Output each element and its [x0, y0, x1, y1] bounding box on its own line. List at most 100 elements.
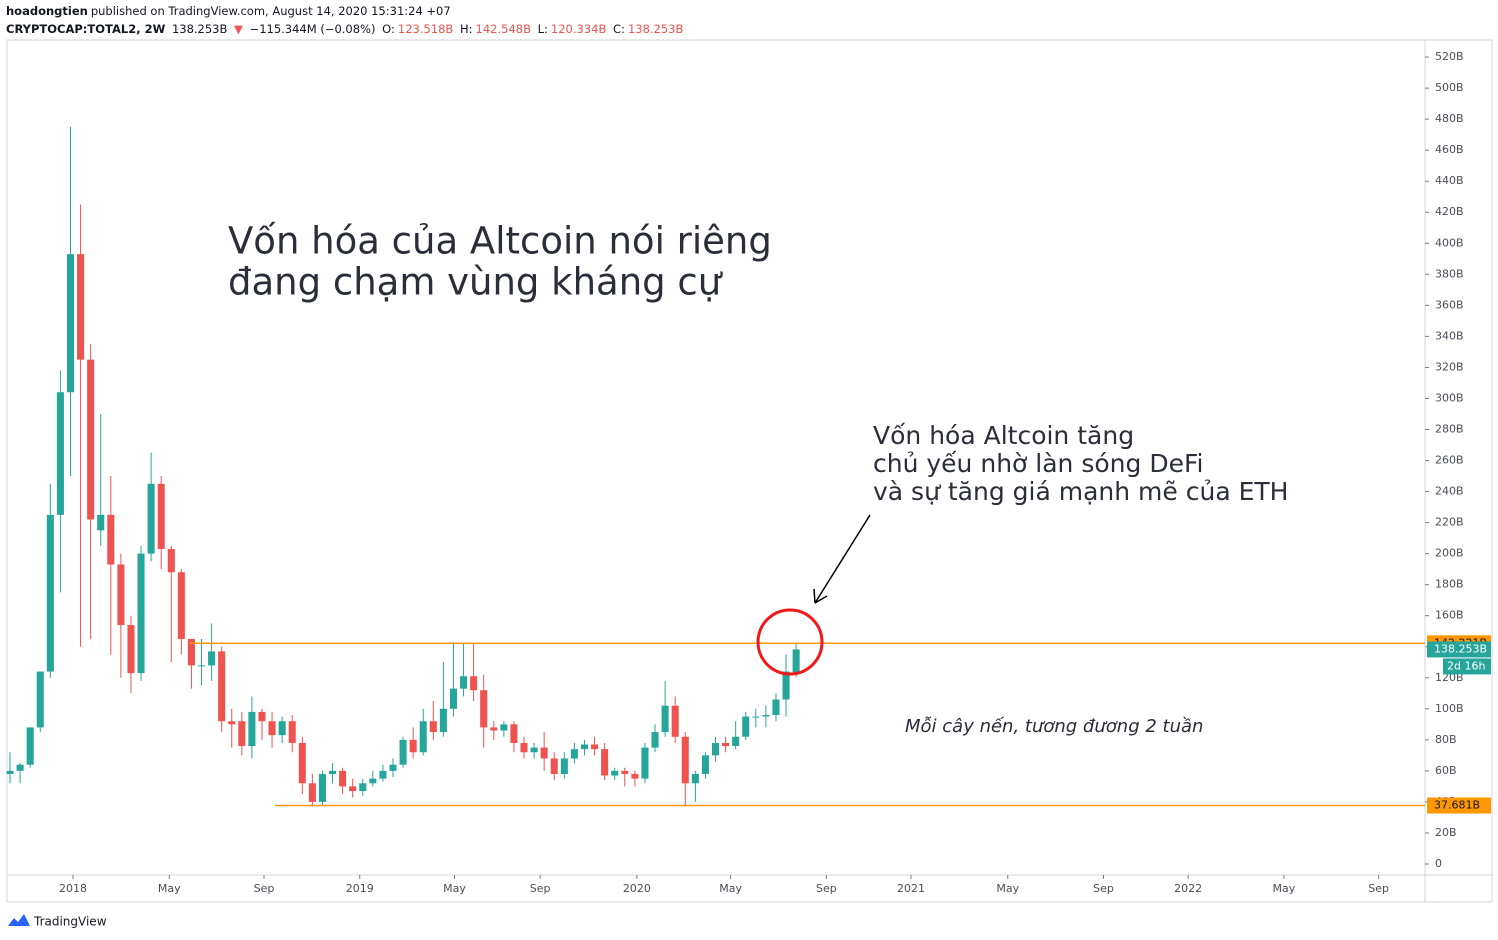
candle-body [550, 758, 558, 774]
candle-body [409, 739, 417, 753]
candle-body [339, 770, 347, 787]
candle-body [792, 649, 800, 673]
candle-body [369, 778, 377, 784]
candle-body [87, 359, 95, 520]
arrow-line [814, 514, 871, 604]
x-tick-label: Sep [1368, 882, 1389, 895]
x-tick-label: May [443, 882, 466, 895]
candle-body [167, 548, 175, 573]
candle-body [177, 572, 185, 639]
level-label: 37.681B [1434, 799, 1480, 812]
candle-body [127, 625, 135, 674]
x-tick-label: Sep [816, 882, 837, 895]
countdown-bg [1443, 658, 1491, 675]
candle-body [480, 690, 488, 728]
candle-body [197, 665, 206, 667]
last-price-bg [1427, 641, 1491, 658]
candle-body [66, 254, 75, 393]
x-tick-label: May [996, 882, 1019, 895]
candle-body [772, 699, 780, 716]
candle-body [530, 747, 538, 753]
y-tick-label: 260B [1435, 454, 1464, 467]
candle-body [208, 651, 216, 666]
y-tick-label: 440B [1435, 174, 1464, 187]
x-tick-label: Sep [254, 882, 275, 895]
candle-body [661, 705, 669, 733]
candle-body [36, 671, 44, 728]
title-line: đang chạm vùng kháng cự [228, 261, 724, 304]
candle-body [328, 770, 337, 774]
change: −115.344M (−0.08%) [249, 22, 376, 36]
candle-body [379, 770, 387, 779]
candle-body [218, 651, 226, 722]
x-tick-label: 2019 [346, 882, 374, 895]
y-tick-label: 500B [1435, 81, 1464, 94]
candle-body [248, 711, 256, 747]
candle-body [389, 764, 397, 771]
c-label: C: [613, 22, 625, 36]
x-tick-label: May [158, 882, 181, 895]
candle-body [429, 721, 437, 733]
header-line-2: CRYPTOCAP:TOTAL2, 2W 138.253B ▼ −115.344… [6, 22, 686, 36]
candle-body [752, 716, 760, 718]
y-tick-label: 460B [1435, 143, 1464, 156]
x-tick-label: 2020 [623, 882, 651, 895]
y-tick-label: 280B [1435, 422, 1464, 435]
candle-body [601, 749, 609, 776]
candle-body [722, 742, 730, 747]
y-tick-label: 80B [1435, 733, 1457, 746]
candle-body [460, 676, 468, 689]
x-tick-label: 2021 [897, 882, 925, 895]
l-label: L: [537, 22, 548, 36]
candle-body [258, 711, 266, 722]
header-line-1: hoadongtien published on TradingView.com,… [6, 4, 454, 18]
candle-body [187, 638, 195, 666]
candle-body [591, 744, 599, 750]
x-tick-label: May [719, 882, 742, 895]
note-line: và sự tăng giá mạnh mẽ của ETH [873, 477, 1288, 506]
candle-body [26, 727, 34, 765]
last: 138.253B [171, 22, 228, 36]
candle-body [298, 742, 306, 784]
y-tick-label: 100B [1435, 702, 1464, 715]
candle-body [470, 676, 478, 691]
y-tick-label: 420B [1435, 205, 1464, 218]
candle-body [288, 721, 296, 743]
candle-body [157, 483, 165, 549]
candle-body [6, 770, 14, 774]
x-tick-label: 2022 [1174, 882, 1202, 895]
candle-body [611, 770, 619, 776]
candle-body [278, 721, 286, 736]
brand: TradingView [33, 915, 107, 929]
candle-note: Mỗi cây nến, tương đương 2 tuần [905, 716, 1203, 737]
candle-body [510, 724, 518, 743]
y-tick-label: 520B [1435, 50, 1464, 63]
o: 123.518B [397, 22, 454, 36]
y-tick-label: 320B [1435, 360, 1464, 373]
symbol: CRYPTOCAP:TOTAL2, 2W [6, 22, 166, 36]
candle-body [762, 715, 770, 717]
note-line: Vốn hóa Altcoin tăng [873, 421, 1134, 450]
highlight-circle [756, 608, 824, 676]
candle-body [631, 773, 639, 779]
candle-body [621, 770, 629, 774]
o-label: O: [382, 22, 395, 36]
candle-body [238, 721, 246, 747]
c: 138.253B [627, 22, 684, 36]
x-tick-label: Sep [1093, 882, 1114, 895]
publisher: hoadongtien [6, 4, 88, 18]
y-tick-label: 340B [1435, 329, 1464, 342]
candle-body [681, 736, 689, 784]
candle-body [147, 483, 155, 554]
candle-body [711, 742, 720, 756]
candle-body [97, 514, 105, 531]
note-line: chủ yếu nhờ làn sóng DeFi [873, 449, 1203, 478]
y-tick-label: 60B [1435, 764, 1457, 777]
candle-body [782, 671, 790, 700]
candle-body [500, 724, 508, 731]
candle-body [56, 392, 64, 515]
candle-body [117, 564, 125, 626]
y-tick-label: 160B [1435, 609, 1464, 622]
